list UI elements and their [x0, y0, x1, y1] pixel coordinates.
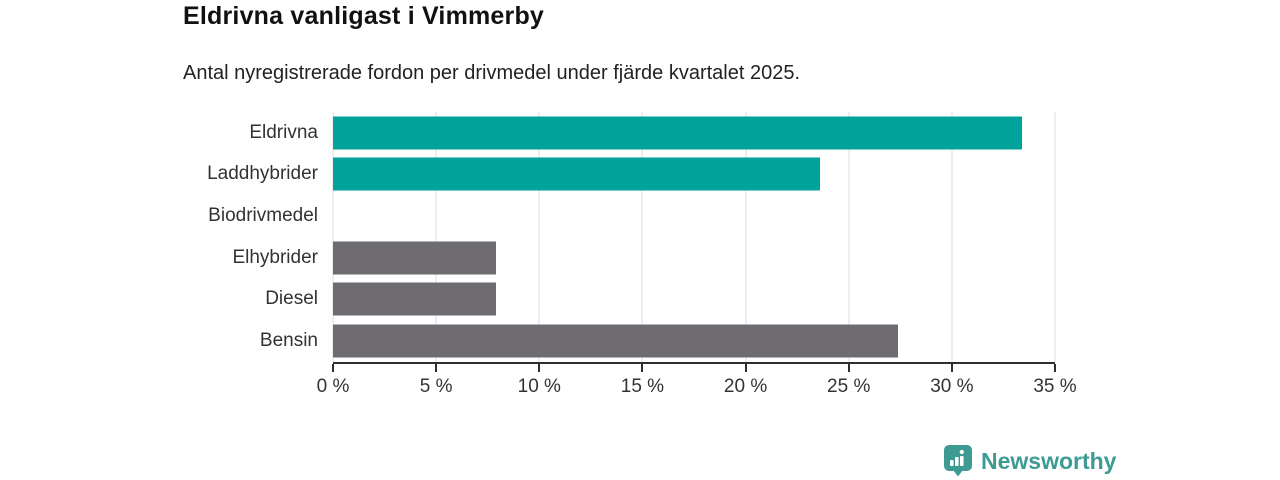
chart-row: Bensin [260, 320, 1055, 362]
bar-elhybrider [333, 241, 496, 275]
newsworthy-logo[interactable]: Newsworthy [944, 445, 1116, 477]
gridline [1054, 112, 1056, 362]
chart-row: Biodrivmedel [208, 195, 1055, 237]
chart-subtitle: Antal nyregistrerade fordon per drivmede… [183, 62, 801, 84]
bar-laddhybrider [333, 157, 820, 191]
chart-row: Elhybrider [232, 237, 1055, 279]
x-axis-tick [332, 364, 334, 372]
category-label: Elhybrider [232, 246, 318, 268]
category-label: Laddhybrider [207, 163, 318, 185]
gridline [332, 112, 334, 362]
x-tick-label: 0 % [316, 376, 350, 397]
category-label: Diesel [265, 288, 318, 310]
category-label: Biodrivmedel [208, 205, 318, 227]
gridline [745, 112, 747, 362]
category-label: Bensin [259, 330, 318, 352]
x-tick-label: 30 % [930, 376, 974, 397]
gridline [848, 112, 850, 362]
gridline [641, 112, 643, 362]
gridline [435, 112, 437, 362]
x-tick-label: 5 % [419, 376, 453, 397]
plot-area: 0 % 5 % 10 % 15 % 20 % 25 % 30 % 35 % Eldrivna La… [207, 112, 1077, 397]
x-tick-label: 10 % [517, 376, 561, 397]
chart-title: Eldrivna vanligast i Vimmerby [183, 2, 545, 30]
gridline [538, 112, 540, 362]
x-axis-tick [744, 364, 747, 372]
bar-bensin [333, 324, 899, 358]
x-axis-tick [435, 364, 438, 372]
chart-row: Eldrivna [249, 112, 1055, 154]
category-label: Eldrivna [249, 121, 318, 143]
bar-diesel [333, 282, 496, 316]
chart-row: Laddhybrider [207, 154, 1055, 196]
x-axis-tick [641, 364, 644, 372]
x-tick-label: 15 % [620, 376, 665, 397]
gridline [951, 112, 953, 362]
x-axis-tick [847, 364, 850, 372]
newsworthy-pin-bar-chart-icon [944, 445, 972, 477]
chart-row: Diesel [265, 279, 1055, 321]
bar-eldrivna [333, 116, 1022, 150]
newsworthy-logo-text: Newsworthy [981, 447, 1117, 474]
x-axis-tick [950, 364, 953, 372]
x-axis-tick [538, 364, 541, 372]
x-tick-label: 20 % [723, 376, 768, 397]
x-tick-label: 35 % [1033, 376, 1077, 397]
x-tick-label: 25 % [827, 376, 871, 397]
x-axis-tick [1054, 364, 1056, 372]
